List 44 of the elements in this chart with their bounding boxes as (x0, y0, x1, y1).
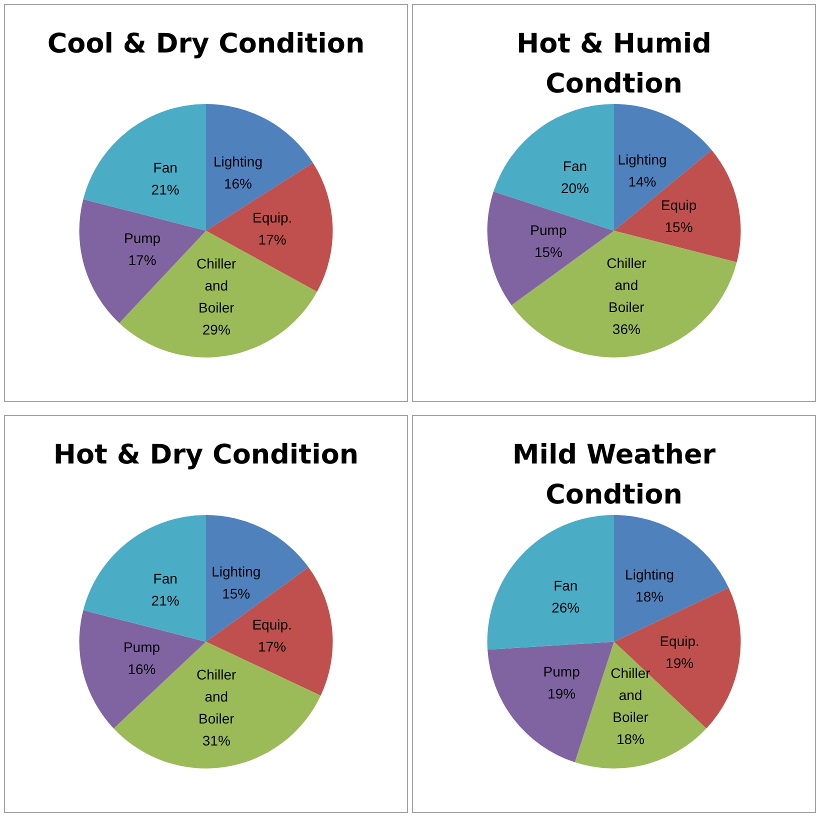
data-label: 16% (128, 661, 156, 678)
data-label: 14% (628, 174, 656, 190)
data-label: 21% (151, 592, 180, 608)
slice-label: Chiller and Boiler (606, 254, 647, 315)
slice-label: Pump (543, 663, 580, 680)
slice-label: Lighting (625, 566, 674, 583)
slice-label: Lighting (618, 152, 667, 168)
slice-label: Equip (660, 197, 697, 214)
chart-title: Hot & Dry Condition (53, 440, 359, 470)
data-label: 18% (636, 588, 664, 605)
data-label: 19% (548, 685, 576, 702)
data-label: 20% (560, 180, 590, 196)
chart-title: Hot & Humid Condtion (516, 28, 712, 100)
slice-label: Equip. (252, 210, 292, 226)
data-label: 29% (202, 321, 230, 338)
slice-label: Equip. (660, 633, 700, 650)
slice-label: Pump (530, 222, 567, 238)
slice-label: Lighting (213, 154, 262, 170)
data-label: 26% (552, 599, 580, 616)
data-label: 21% (151, 181, 180, 198)
chart-title: Mild Weather Condtion (512, 440, 716, 510)
slice-label: Pump (123, 639, 160, 656)
slice-label: Chiller and Boiler (610, 664, 651, 725)
data-label: 18% (616, 730, 645, 747)
data-label: 17% (258, 638, 286, 654)
data-label: 15% (534, 244, 562, 260)
data-label: 31% (202, 732, 230, 748)
slice-label: Equip. (252, 616, 292, 632)
slice-label: Fan (153, 159, 178, 176)
data-label: 19% (666, 655, 694, 672)
data-label: 17% (128, 252, 156, 268)
slice-label: Fan (554, 577, 578, 594)
data-label: 15% (664, 219, 693, 236)
data-label: 16% (224, 176, 252, 192)
slice-label: Fan (562, 158, 588, 174)
data-label: 15% (222, 586, 250, 602)
slice-label: Lighting (212, 564, 261, 580)
chart-title: Cool & Dry Condition (47, 28, 365, 60)
slice-label: Chiller and Boiler (196, 255, 237, 316)
slice-label: Pump (124, 230, 161, 246)
slice-label: Chiller and Boiler (196, 666, 237, 726)
data-label: 17% (258, 232, 286, 248)
slice-label: Fan (153, 570, 178, 586)
data-label: 36% (612, 320, 640, 337)
